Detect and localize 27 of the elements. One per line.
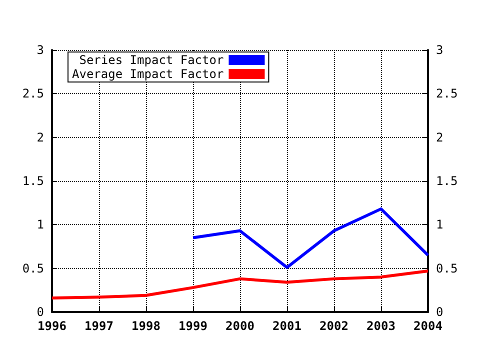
- x-tick-label: 2004: [414, 319, 442, 333]
- legend-label: Series Impact Factor: [79, 53, 224, 67]
- y2-tick-label: 3: [436, 43, 444, 57]
- x-tick-label: 2003: [366, 319, 396, 333]
- line-series: [50, 269, 430, 300]
- y-tick-label: 0.5: [22, 261, 44, 276]
- y-tick-label: 1: [36, 218, 44, 232]
- y-tick-label: 0: [36, 305, 44, 319]
- x-tick-label: 1999: [178, 319, 208, 333]
- x-tick-label: 1998: [132, 319, 160, 333]
- y2-tick-label: 0: [436, 305, 444, 319]
- line-series: [192, 207, 430, 269]
- y2-tick-label: 2.5: [436, 86, 458, 101]
- x-tick-label: 2002: [320, 319, 348, 333]
- y2-tick-label: 0.5: [436, 261, 458, 276]
- y-tick-label: 3: [36, 43, 44, 57]
- y-tick-label: 2.5: [22, 86, 44, 101]
- x-tick-label: 1997: [84, 319, 114, 333]
- y-tick-label: 2: [36, 130, 44, 144]
- x-tick-label: 1996: [38, 319, 66, 333]
- y2-tick-label: 1.5: [436, 174, 458, 188]
- y-tick-label: 1.5: [22, 174, 44, 188]
- y2-tick-label: 1: [436, 218, 444, 232]
- x-tick-label: 2000: [226, 319, 254, 333]
- legend-label: Average Impact Factor: [72, 67, 224, 81]
- y2-tick-label: 2: [436, 130, 444, 144]
- x-tick-label: 2001: [272, 319, 302, 333]
